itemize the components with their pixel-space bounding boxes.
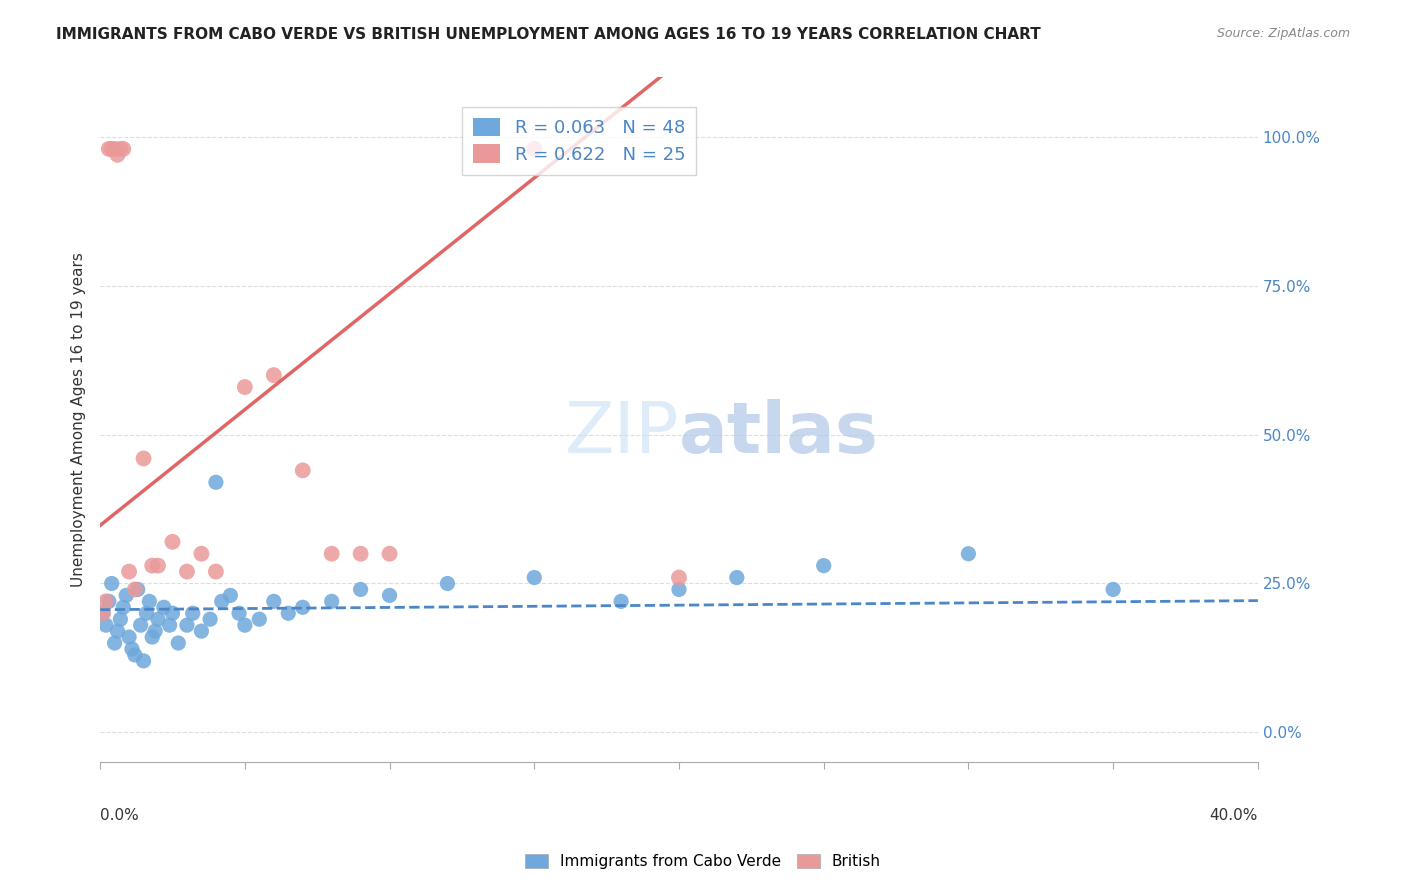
Point [263, 594, 285, 608]
Point [378, 588, 401, 602]
Text: atlas: atlas [679, 399, 879, 468]
Point [957, 547, 980, 561]
Point [349, 582, 371, 597]
Point [198, 612, 221, 626]
Point [291, 463, 314, 477]
Point [138, 594, 160, 608]
Point [104, 142, 127, 156]
Point [176, 565, 198, 579]
Point [132, 654, 155, 668]
Point [118, 630, 141, 644]
Point [813, 558, 835, 573]
Point [233, 380, 256, 394]
Point [668, 582, 690, 597]
Point [153, 600, 176, 615]
Point [146, 612, 169, 626]
Point [321, 594, 343, 608]
Point [100, 142, 122, 156]
Point [91, 607, 114, 621]
Point [263, 368, 285, 383]
Point [124, 648, 146, 662]
Point [190, 624, 212, 639]
Point [110, 142, 132, 156]
Point [219, 588, 242, 602]
Point [610, 594, 633, 608]
Point [523, 142, 546, 156]
Point [205, 565, 228, 579]
Point [143, 624, 166, 639]
Point [104, 636, 127, 650]
Point [211, 594, 233, 608]
Point [162, 534, 184, 549]
Point [668, 570, 690, 584]
Point [159, 618, 181, 632]
Point [94, 618, 117, 632]
Point [127, 582, 149, 597]
Point [167, 636, 190, 650]
Point [277, 607, 299, 621]
Point [121, 642, 143, 657]
Point [100, 576, 122, 591]
Text: 0.0%: 0.0% [100, 808, 139, 823]
Point [190, 547, 212, 561]
Legend: Immigrants from Cabo Verde, British: Immigrants from Cabo Verde, British [519, 848, 887, 875]
Point [176, 618, 198, 632]
Point [91, 607, 114, 621]
Point [162, 607, 184, 621]
Text: IMMIGRANTS FROM CABO VERDE VS BRITISH UNEMPLOYMENT AMONG AGES 16 TO 19 YEARS COR: IMMIGRANTS FROM CABO VERDE VS BRITISH UN… [56, 27, 1040, 42]
Point [118, 565, 141, 579]
Point [233, 618, 256, 632]
Point [97, 142, 120, 156]
Point [129, 618, 152, 632]
Point [107, 148, 129, 162]
Point [725, 570, 748, 584]
Point [97, 594, 120, 608]
Point [436, 576, 458, 591]
Point [205, 475, 228, 490]
Legend: R = 0.063   N = 48, R = 0.622   N = 25: R = 0.063 N = 48, R = 0.622 N = 25 [463, 107, 696, 175]
Text: ZIP: ZIP [564, 399, 679, 468]
Point [107, 624, 129, 639]
Point [321, 547, 343, 561]
Point [124, 582, 146, 597]
Point [115, 588, 138, 602]
Point [141, 558, 163, 573]
Point [112, 142, 135, 156]
Y-axis label: Unemployment Among Ages 16 to 19 years: Unemployment Among Ages 16 to 19 years [72, 252, 86, 587]
Point [94, 594, 117, 608]
Point [146, 558, 169, 573]
Point [247, 612, 270, 626]
Point [181, 607, 204, 621]
Point [132, 451, 155, 466]
Point [141, 630, 163, 644]
Point [1102, 582, 1125, 597]
Point [112, 600, 135, 615]
Point [523, 570, 546, 584]
Point [291, 600, 314, 615]
Point [135, 607, 157, 621]
Point [349, 547, 371, 561]
Text: 40.0%: 40.0% [1209, 808, 1258, 823]
Point [228, 607, 250, 621]
Point [378, 547, 401, 561]
Point [110, 612, 132, 626]
Text: Source: ZipAtlas.com: Source: ZipAtlas.com [1216, 27, 1350, 40]
